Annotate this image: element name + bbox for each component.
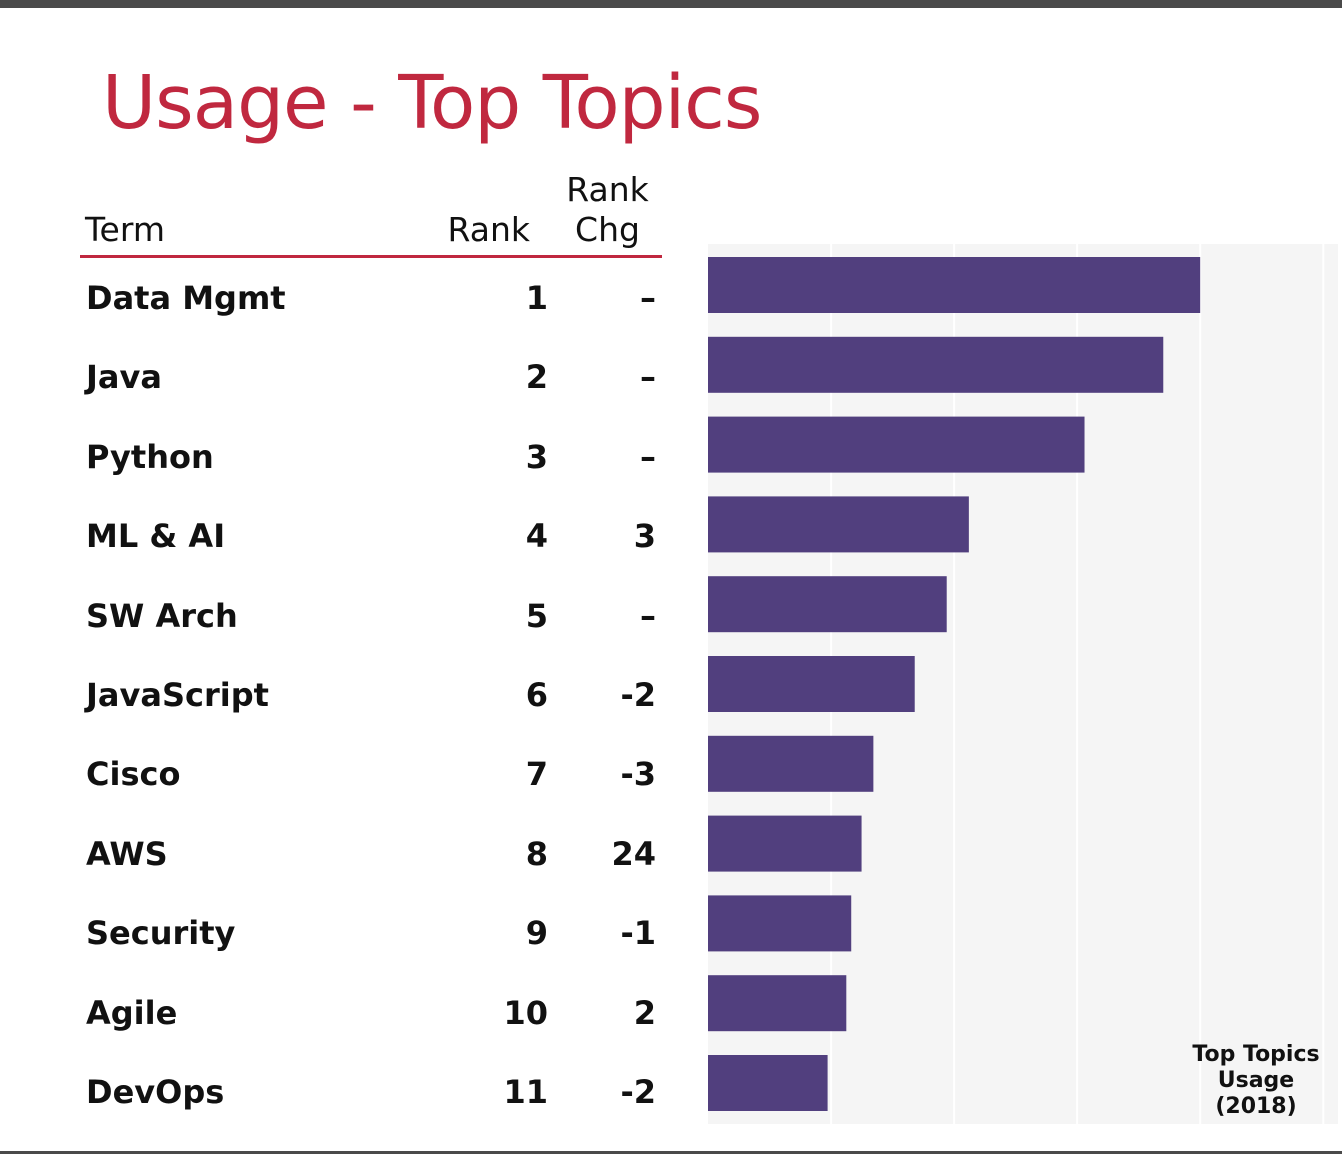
row-rank-chg: 2 xyxy=(633,994,656,1032)
row-term: SW Arch xyxy=(86,597,238,635)
bar-aws xyxy=(708,815,862,872)
bottom-border xyxy=(0,1151,1342,1154)
bar-java xyxy=(708,336,1164,393)
bar-cisco xyxy=(708,735,874,792)
chart-title-line2: Usage xyxy=(1217,1068,1295,1093)
row-rank: 9 xyxy=(525,914,548,952)
row-rank: 1 xyxy=(525,279,548,317)
row-rank: 6 xyxy=(525,676,548,714)
row-rank: 2 xyxy=(525,358,548,396)
row-term: ML & AI xyxy=(86,517,226,555)
bar-agile xyxy=(708,975,847,1032)
row-rank-chg: 24 xyxy=(611,835,656,873)
row-rank-chg: -1 xyxy=(620,914,656,952)
row-rank-chg: – xyxy=(640,358,656,396)
chart-title: Top Topics Usage (2018) xyxy=(1176,1042,1336,1120)
header-rule xyxy=(80,255,662,258)
bar-sw-arch xyxy=(708,576,947,633)
bar-python xyxy=(708,416,1085,473)
row-term: Cisco xyxy=(86,755,181,793)
row-term: Data Mgmt xyxy=(86,279,286,317)
row-term: JavaScript xyxy=(86,676,269,714)
header-rank: Rank xyxy=(447,210,530,249)
chart-title-line1: Top Topics xyxy=(1192,1042,1320,1067)
bar-ml-ai xyxy=(708,496,969,553)
row-rank-chg: – xyxy=(640,279,656,317)
top-border xyxy=(0,0,1342,8)
row-rank: 5 xyxy=(525,597,548,635)
row-rank: 8 xyxy=(525,835,548,873)
row-rank-chg: -2 xyxy=(620,676,656,714)
row-term: Java xyxy=(86,358,162,396)
row-rank: 10 xyxy=(503,994,548,1032)
row-rank-chg: -2 xyxy=(620,1073,656,1111)
row-rank-chg: – xyxy=(640,438,656,476)
header-term: Term xyxy=(85,210,165,249)
header-rank-chg-line2: Chg xyxy=(575,210,640,249)
bar-data-mgmt xyxy=(708,257,1201,313)
row-term: Agile xyxy=(86,994,178,1032)
page-title: Usage - Top Topics xyxy=(102,60,762,146)
row-rank: 11 xyxy=(503,1073,548,1111)
chart-title-line3: (2018) xyxy=(1215,1094,1297,1119)
row-rank-chg: – xyxy=(640,597,656,635)
row-rank: 3 xyxy=(525,438,548,476)
usage-bar-chart xyxy=(708,244,1338,1124)
header-rank-chg: Rank Chg xyxy=(560,170,655,250)
row-rank-chg: 3 xyxy=(633,517,656,555)
row-rank: 4 xyxy=(525,517,548,555)
row-rank-chg: -3 xyxy=(620,755,656,793)
bar-javascript xyxy=(708,656,915,712)
bar-devops xyxy=(708,1055,828,1111)
row-term: Python xyxy=(86,438,214,476)
row-term: AWS xyxy=(86,835,168,873)
row-rank: 7 xyxy=(525,755,548,793)
bar-security xyxy=(708,895,852,952)
header-rank-chg-line1: Rank xyxy=(566,170,649,209)
row-term: DevOps xyxy=(86,1073,225,1111)
row-term: Security xyxy=(86,914,236,952)
